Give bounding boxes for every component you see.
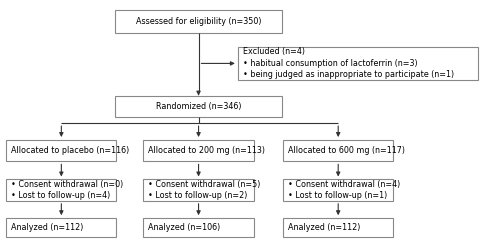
Text: Analyzed (n=112): Analyzed (n=112) xyxy=(11,223,84,232)
FancyBboxPatch shape xyxy=(144,218,254,237)
FancyBboxPatch shape xyxy=(6,179,116,201)
Text: • Consent withdrawal (n=4)
• Lost to follow-up (n=1): • Consent withdrawal (n=4) • Lost to fol… xyxy=(288,180,400,200)
FancyBboxPatch shape xyxy=(115,96,282,117)
FancyBboxPatch shape xyxy=(6,140,116,162)
FancyBboxPatch shape xyxy=(115,10,282,33)
FancyBboxPatch shape xyxy=(6,218,116,237)
Text: • Consent withdrawal (n=5)
• Lost to follow-up (n=2): • Consent withdrawal (n=5) • Lost to fol… xyxy=(148,180,260,200)
Text: Randomized (n=346): Randomized (n=346) xyxy=(156,102,242,111)
Text: Allocated to 200 mg (n=113): Allocated to 200 mg (n=113) xyxy=(148,146,266,155)
FancyBboxPatch shape xyxy=(283,140,394,162)
FancyBboxPatch shape xyxy=(144,140,254,162)
Text: Allocated to 600 mg (n=117): Allocated to 600 mg (n=117) xyxy=(288,146,405,155)
Text: Excluded (n=4)
• habitual consumption of lactoferrin (n=3)
• being judged as ina: Excluded (n=4) • habitual consumption of… xyxy=(242,48,454,79)
FancyBboxPatch shape xyxy=(238,47,478,80)
Text: • Consent withdrawal (n=0)
• Lost to follow-up (n=4): • Consent withdrawal (n=0) • Lost to fol… xyxy=(11,180,124,200)
FancyBboxPatch shape xyxy=(144,179,254,201)
Text: Analyzed (n=106): Analyzed (n=106) xyxy=(148,223,220,232)
Text: Allocated to placebo (n=116): Allocated to placebo (n=116) xyxy=(11,146,130,155)
FancyBboxPatch shape xyxy=(283,218,394,237)
Text: Analyzed (n=112): Analyzed (n=112) xyxy=(288,223,360,232)
Text: Assessed for eligibility (n=350): Assessed for eligibility (n=350) xyxy=(136,17,262,26)
FancyBboxPatch shape xyxy=(283,179,394,201)
